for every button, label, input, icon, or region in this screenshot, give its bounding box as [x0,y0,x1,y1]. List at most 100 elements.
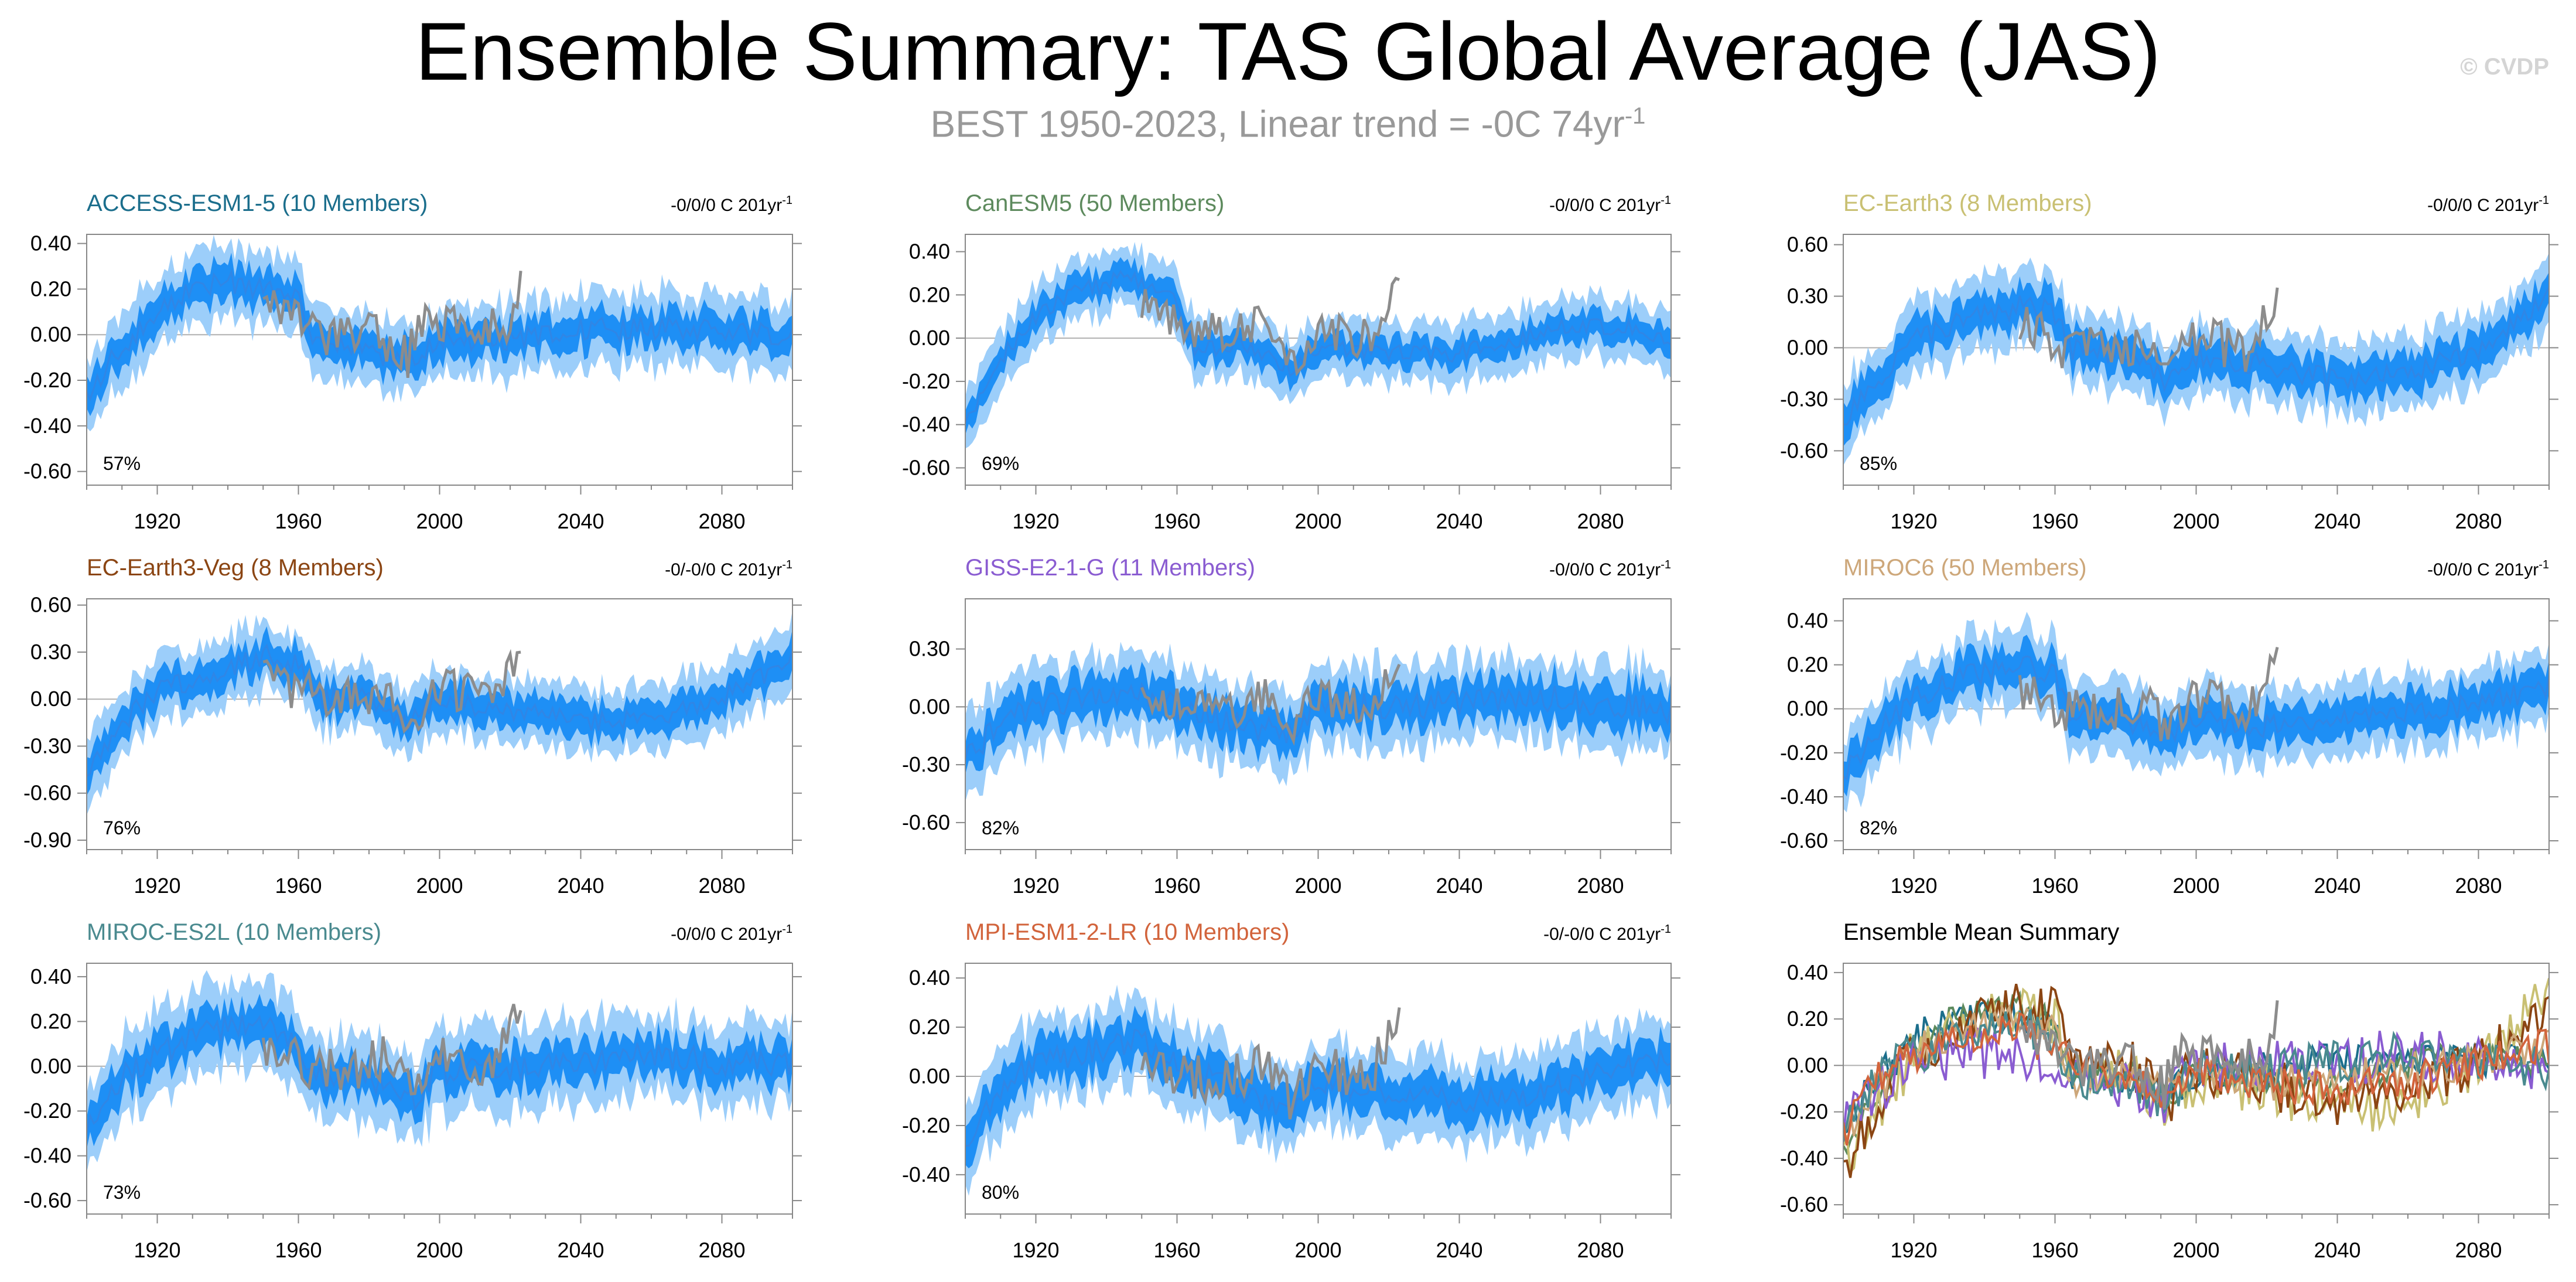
trend-text: -0/0/0 C 201yr [671,925,782,944]
inner-spread-band [965,257,1671,435]
y-tick-label: -0.60 [23,781,71,805]
watermark: © CVDP [2460,54,2549,80]
trend-text: -0/0/0 C 201yr [671,196,782,215]
x-tick-label: 2040 [557,509,604,533]
x-tick-label: 2040 [2314,874,2360,898]
y-tick-label: -0.40 [23,1144,71,1168]
observations-line [262,649,521,734]
panel-title: EC-Earth3-Veg (8 Members) [87,555,384,581]
y-tick-label: -0.60 [902,810,950,834]
x-tick-label: 2080 [698,1238,745,1262]
panel-ecearth3: 1920 1960 2000 2040 2080 0.60 0.30 0.00 -0.30 -0.… [1780,190,2558,533]
y-tick-label: -0.20 [902,1113,950,1137]
y-tick-label: -0.20 [1780,1100,1828,1124]
ensemble-mean-line [87,643,792,778]
x-tick-label: 1920 [134,509,180,533]
y-tick-label: -0.90 [23,828,71,852]
y-tick-label: 0.00 [909,694,950,718]
y-tick-label: -0.30 [1780,387,1828,411]
y-tick-label: -0.20 [23,1099,71,1123]
trend-text: -0/0/0 C 201yr [2427,560,2539,579]
panel-mpi: 1920 1960 2000 2040 2080 0.40 0.20 0.00 -0.20 -0.… [902,919,1680,1262]
x-tick-label: 1960 [275,874,322,898]
x-tick-label: 2080 [698,874,745,898]
ensemble-mean-line [965,1028,1671,1147]
panel-canesm: 1920 1960 2000 2040 2080 0.40 0.20 0.00 -0.20 -0.… [902,190,1680,533]
plot-area [965,241,1671,449]
plot-area [965,984,1671,1196]
x-tick-label: 1920 [134,874,180,898]
observations-line [2018,287,2279,372]
percent-label: 57% [103,453,141,474]
y-tick-label: -0.40 [902,1162,950,1186]
x-tick-label: 1960 [1153,874,1200,898]
y-tick-label: -0.60 [23,459,71,483]
trend-superscript: -1 [782,558,792,571]
trend-label: -0/0/0 C 201yr-1 [1549,194,1671,215]
y-tick-label: 0.40 [30,964,71,988]
x-tick-label: 1960 [2031,509,2078,533]
x-tick-label: 2080 [2455,509,2502,533]
y-tick-label: -0.60 [1780,1192,1828,1216]
x-tick-label: 2000 [416,509,463,533]
x-tick-label: 2080 [698,509,745,533]
x-tick-label: 1920 [1012,509,1059,533]
observations-line [2019,1000,2279,1110]
x-tick-label: 1960 [2031,1238,2078,1262]
plot-area [87,970,792,1173]
trend-label: -0/0/0 C 201yr-1 [2427,558,2549,579]
x-tick-label: 2040 [557,874,604,898]
observations-line [2018,647,2279,741]
trend-label: -0/0/0 C 201yr-1 [2427,194,2549,215]
trend-text: -0/0/0 C 201yr [1549,560,1661,579]
y-tick-label: -0.40 [1780,785,1828,809]
x-tick-label: 2000 [1294,874,1341,898]
y-tick-label: 0.00 [1787,1053,1828,1077]
percent-label: 85% [1860,453,1897,474]
plot-area [1843,978,2549,1178]
observations-line [1140,1007,1401,1120]
panel-title: MPI-ESM1-2-LR (10 Members) [965,919,1289,945]
y-tick-label: 0.20 [909,282,950,306]
panel-mirocesl: 1920 1960 2000 2040 2080 0.40 0.20 0.00 -0.20 -0.… [23,919,802,1262]
x-tick-label: 1960 [1153,1238,1200,1262]
observations-line [262,271,522,379]
figure-title: Ensemble Summary: TAS Global Average (JA… [415,5,2161,97]
trend-label: -0/0/0 C 201yr-1 [1549,558,1671,579]
trend-superscript: -1 [2539,194,2549,207]
ensemble-mean-line [965,270,1671,424]
y-tick-label: 0.20 [30,1009,71,1033]
x-tick-label: 1920 [1890,1238,1937,1262]
ensemble-mean-line [87,1015,792,1134]
summary-line-mpi [1843,1011,2549,1146]
y-tick-label: -0.30 [902,752,950,776]
panel-title: MIROC6 (50 Members) [1843,555,2087,581]
x-tick-label: 2000 [2172,509,2219,533]
x-tick-label: 2040 [2314,509,2360,533]
y-tick-label: 0.00 [909,1064,950,1088]
percent-label: 76% [103,817,141,838]
trend-superscript: -1 [1661,923,1671,936]
figure-subtitle: BEST 1950-2023, Linear trend = -0C 74yr-… [0,93,2576,147]
y-tick-label: -0.20 [1780,741,1828,765]
y-tick-label: 0.30 [30,640,71,664]
trend-superscript: -1 [1661,194,1671,207]
x-tick-label: 2040 [1436,874,1482,898]
plot-area [87,234,792,432]
plot-area [1843,253,2549,466]
trend-text: -0/0/0 C 201yr [2427,196,2539,215]
subtitle-superscript: -1 [1624,103,1646,129]
y-tick-label: 0.00 [1787,697,1828,721]
panel-title: MIROC-ES2L (10 Members) [87,919,381,945]
trend-label: -0/0/0 C 201yr-1 [671,923,792,944]
y-tick-label: 0.40 [1787,960,1828,984]
y-tick-label: -0.30 [23,734,71,758]
y-tick-label: 0.40 [909,966,950,990]
trend-text: -0/-0/0 C 201yr [1543,925,1661,944]
ensemble-mean-line [1843,655,2549,781]
panel-summary: 1920 1960 2000 2040 2080 0.40 0.20 0.00 -0.20 -0.… [1780,919,2558,1262]
x-tick-label: 1920 [1890,874,1937,898]
plot-area [87,610,792,816]
y-tick-label: -0.60 [1780,438,1828,462]
